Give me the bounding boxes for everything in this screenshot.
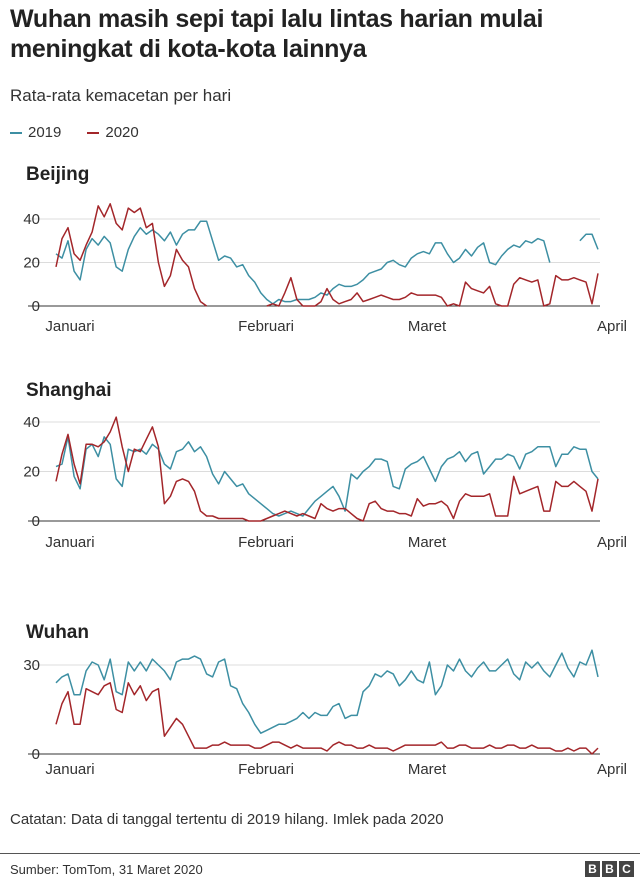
x-tick-label: Maret	[408, 534, 447, 551]
y-tick-label: 20	[23, 255, 40, 272]
x-tick-label: April	[597, 761, 627, 778]
legend-swatch-2019	[10, 131, 22, 134]
panel-title: Wuhan	[26, 622, 89, 643]
y-tick-label: 40	[23, 414, 40, 431]
panel-title: Shanghai	[26, 380, 112, 401]
legend-label-2020: 2020	[105, 124, 139, 141]
series-line-2020	[55, 416, 599, 522]
series-line-2019	[55, 220, 599, 305]
x-tick-label: Januari	[45, 761, 94, 778]
x-tick-label: Maret	[408, 761, 447, 778]
series-line-2019	[55, 436, 599, 517]
bbc-logo-box: C	[619, 861, 634, 877]
x-tick-label: Januari	[45, 318, 94, 335]
chart-panel-wuhan: Wuhan 0 30 Januari Februari Maret April	[23, 622, 627, 778]
y-tick-label: 0	[32, 513, 40, 530]
legend: 2019 2020	[10, 124, 139, 141]
x-tick-label: Februari	[238, 534, 294, 551]
legend-swatch-2020	[87, 131, 100, 134]
chart-panel-shanghai: Shanghai 0 20 40 Januari Februari Maret April	[23, 380, 627, 551]
legend-label-2019: 2019	[28, 124, 62, 141]
footnote: Catatan: Data di tanggal tertentu di 201…	[10, 811, 444, 828]
series-line-2020	[55, 203, 599, 307]
y-tick-label: 0	[32, 298, 40, 315]
x-tick-label: Januari	[45, 534, 94, 551]
y-tick-label: 40	[23, 211, 40, 228]
legend-item-2019: 2019	[10, 124, 61, 141]
chart-panel-beijing: Beijing 0 20 40 Januari Februari Maret April	[23, 164, 627, 335]
y-tick-label: 0	[32, 746, 40, 763]
y-tick-label: 20	[23, 464, 40, 481]
panel-title: Beijing	[26, 164, 89, 185]
chart-title: Wuhan masih sepi tapi lalu lintas harian…	[10, 5, 544, 63]
x-tick-label: Februari	[238, 761, 294, 778]
bbc-logo-box: B	[602, 861, 617, 877]
x-tick-label: Februari	[238, 318, 294, 335]
series-line-2020	[55, 682, 599, 755]
source-text: Sumber: TomTom, 31 Maret 2020	[10, 862, 203, 877]
y-tick-label: 30	[23, 657, 40, 674]
bbc-logo-box: B	[585, 861, 600, 877]
x-tick-label: April	[597, 318, 627, 335]
bbc-logo: B B C	[585, 861, 634, 877]
series-line-2019	[55, 649, 599, 734]
x-tick-label: Maret	[408, 318, 447, 335]
chart-subtitle: Rata-rata kemacetan per hari	[10, 86, 232, 105]
legend-item-2020: 2020	[87, 124, 139, 141]
footer-divider	[0, 853, 640, 854]
x-tick-label: April	[597, 534, 627, 551]
